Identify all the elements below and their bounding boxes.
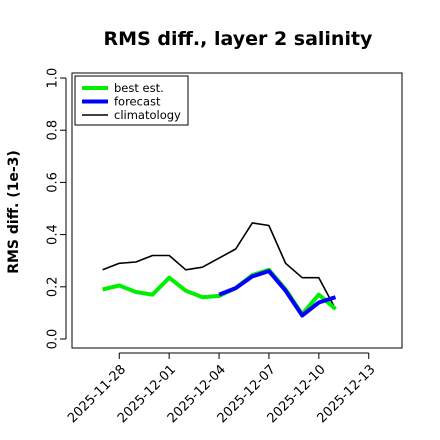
y-tick-label: 0.4	[46, 224, 61, 245]
y-tick-label: 0.0	[46, 329, 61, 350]
series-line-forecast	[218, 269, 337, 318]
y-tick-label: 0.2	[46, 276, 61, 297]
legend-label: forecast	[114, 95, 161, 109]
x-axis: 2025-11-282025-12-012025-12-042025-12-07…	[65, 352, 379, 426]
chart-title: RMS diff., layer 2 salinity	[104, 28, 374, 50]
y-axis: 0.0 0.2 0.4 0.6 0.8 1.0	[46, 68, 67, 350]
series-layer	[102, 222, 337, 318]
series-line-climatology	[102, 222, 337, 310]
y-tick-label: 0.6	[46, 172, 61, 193]
y-tick-label: 0.8	[46, 120, 61, 141]
y-axis-label: RMS diff. (1e-3)	[6, 150, 22, 274]
legend-label: climatology	[114, 108, 181, 122]
y-tick-label: 1.0	[46, 68, 61, 89]
plot-area-frame	[71, 72, 403, 349]
legend-label: best est.	[114, 81, 164, 95]
